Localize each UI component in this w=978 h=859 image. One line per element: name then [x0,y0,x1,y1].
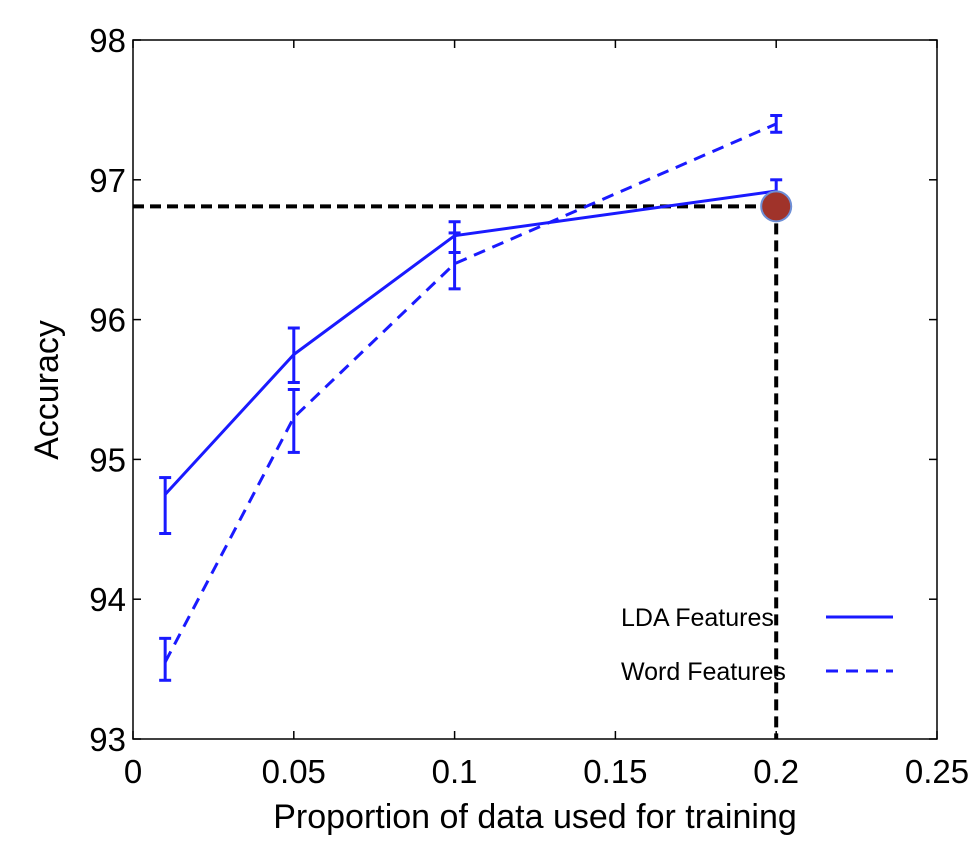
x-tick-label: 0.15 [583,753,647,790]
highlight-point-marker [760,190,793,223]
y-tick-label: 97 [89,162,126,199]
x-tick-label: 0 [124,753,142,790]
x-axis-label: Proportion of data used for training [273,798,797,836]
y-tick-label: 94 [89,581,126,618]
y-tick-label: 96 [89,302,126,339]
y-axis-label: Accuracy [28,320,66,460]
x-tick-label: 0.25 [905,753,969,790]
series-line-0 [164,189,777,496]
legend-label: Word Features [621,658,786,686]
plot-frame [132,39,938,740]
highlight-marker-layer [760,190,793,223]
axis-ticks: 0 0.05 0.1 0.15 0.2 0.25 93 94 95 96 97 98 [89,22,969,790]
y-tick-label: 98 [89,22,126,59]
y-tick-label: 93 [89,721,126,758]
series-line-1 [163,122,777,663]
x-tick-label: 0.2 [753,753,799,790]
x-tick-label: 0.1 [432,753,478,790]
x-tick-label: 0.05 [262,753,326,790]
legend-label: LDA Features [621,604,774,632]
y-tick-label: 95 [89,441,126,478]
legend: LDA Features Word Features [621,604,893,686]
